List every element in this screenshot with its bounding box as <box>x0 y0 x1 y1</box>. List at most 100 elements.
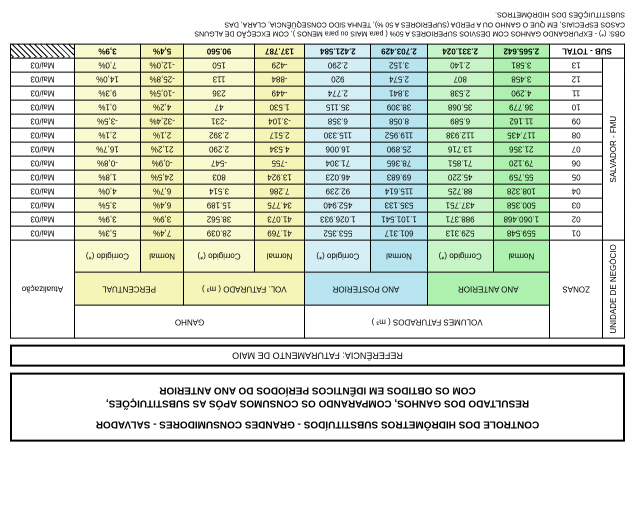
header-corrigido-2: Corrigido (*) <box>305 240 371 273</box>
cell-pc_n: 3,9% <box>141 212 184 226</box>
footnote-line2: CASOS ESPECIAIS, EM QUE O GANHO OU A PER… <box>10 19 625 28</box>
cell-aa_c: 988.371 <box>427 212 493 226</box>
cell-aa_c: 45.220 <box>427 170 493 184</box>
cell-pc_n: -32,4% <box>141 114 184 128</box>
table-row: 03500.358437.751535.133452.94034.77515.1… <box>11 198 625 212</box>
cell-ap_n: 3.841 <box>371 86 427 100</box>
table-row: 133.5812.1403.1522.290-429150-12,0%7,0%M… <box>11 58 625 72</box>
cell-vf_c: 803 <box>184 170 255 184</box>
cell-pc_n: 24,5% <box>141 170 184 184</box>
cell-ap_n: 535.133 <box>371 198 427 212</box>
table-row: 0555.75945.22069.68346.02313.92480324,5%… <box>11 170 625 184</box>
unidade-cell: SALVADOR - FMU <box>603 58 625 240</box>
cell-vf_c: 15.189 <box>184 198 255 212</box>
cell-aa_n: 11.162 <box>493 114 549 128</box>
cell-aa_c: 71.851 <box>427 156 493 170</box>
cell-ap_c: 1.026.933 <box>305 212 371 226</box>
cell-pc_c: 3,9% <box>74 212 140 226</box>
cell-vf_n: -429 <box>254 58 305 72</box>
cell-zona: 01 <box>549 226 602 240</box>
table-row: 021.060.468988.3711.101.5411.026.93341.0… <box>11 212 625 226</box>
cell-vf_c: 38.562 <box>184 212 255 226</box>
cell-vf_n: -449 <box>254 86 305 100</box>
cell-aa_n: 1.060.468 <box>493 212 549 226</box>
cell-zona: 08 <box>549 128 602 142</box>
cell-at: Mai/03 <box>11 86 75 100</box>
cell-vf_c: 150 <box>184 58 255 72</box>
cell-aa_n: 108.328 <box>493 184 549 198</box>
header-normal-1: Normal <box>493 240 549 273</box>
reference-box: REFERÊNCIA: FATURAMENTO DE MAIO <box>10 345 625 367</box>
cell-ap_n: 115.614 <box>371 184 427 198</box>
cell-aa_n: 117.435 <box>493 128 549 142</box>
table-row: 1036.77935.06838.30935.1151.530474,2%0,1… <box>11 100 625 114</box>
cell-pc_c: -0,8% <box>74 156 140 170</box>
cell-pc_c: 7,0% <box>74 58 140 72</box>
cell-ap_c: 71.304 <box>305 156 371 170</box>
table-row: 0721.35613.71625.89016.0064.5342.29021,2… <box>11 142 625 156</box>
cell-vf_n: 41.769 <box>254 226 305 240</box>
cell-pc_n: -25,8% <box>141 72 184 86</box>
cell-at: Mai/03 <box>11 156 75 170</box>
cell-ap_n: 69.683 <box>371 170 427 184</box>
subtotal-aa-c: 2.331.024 <box>427 44 493 58</box>
cell-pc_n: 7,4% <box>141 226 184 240</box>
cell-vf_c: 28.039 <box>184 226 255 240</box>
cell-pc_n: 6,4% <box>141 198 184 212</box>
header-row-3: Normal Corrigido (*) Normal Corrigido (*… <box>11 240 625 273</box>
header-normal-2: Normal <box>371 240 427 273</box>
cell-pc_n: -10,5% <box>141 86 184 100</box>
cell-vf_c: 3.514 <box>184 184 255 198</box>
cell-ap_n: 78.365 <box>371 156 427 170</box>
cell-vf_n: 1.530 <box>254 100 305 114</box>
cell-zona: 03 <box>549 198 602 212</box>
cell-zona: 05 <box>549 170 602 184</box>
cell-ap_c: 46.023 <box>305 170 371 184</box>
header-volumes: VOLUMES FATURADOS ( m³ ) <box>305 305 550 338</box>
cell-pc_c: 16,7% <box>74 142 140 156</box>
cell-aa_n: 55.759 <box>493 170 549 184</box>
cell-pc_c: 2,1% <box>74 128 140 142</box>
cell-aa_c: 112.938 <box>427 128 493 142</box>
cell-at: Mai/03 <box>11 58 75 72</box>
cell-ap_c: 452.940 <box>305 198 371 212</box>
cell-at: Mai/03 <box>11 226 75 240</box>
header-zonas: ZONAS <box>549 240 602 338</box>
cell-ap_c: 553.352 <box>305 226 371 240</box>
cell-pc_c: 1,8% <box>74 170 140 184</box>
subtotal-aa-n: 2.565.642 <box>493 44 549 58</box>
cell-aa_n: 21.356 <box>493 142 549 156</box>
cell-ap_n: 38.309 <box>371 100 427 114</box>
cell-pc_n: -0,9% <box>141 156 184 170</box>
cell-vf_c: 236 <box>184 86 255 100</box>
subtotal-vf-n: 137.787 <box>254 44 305 58</box>
cell-aa_c: 2.140 <box>427 58 493 72</box>
cell-ap_c: 2.290 <box>305 58 371 72</box>
cell-ap_n: 119.952 <box>371 128 427 142</box>
footnote: OBS: (*) - EXPURGANDO GANHOS COM DESVIOS… <box>10 10 625 37</box>
cell-zona: 02 <box>549 212 602 226</box>
cell-aa_n: 36.779 <box>493 100 549 114</box>
cell-pc_n: 21,2% <box>141 142 184 156</box>
table-row: SALVADOR - FMU01559.548529.313601.317553… <box>11 226 625 240</box>
cell-aa_c: 437.751 <box>427 198 493 212</box>
cell-zona: 11 <box>549 86 602 100</box>
title-line2: RESULTADO DOS GANHOS, COMPARANDO OS CONS… <box>20 398 615 409</box>
header-corrigido-1: Corrigido (*) <box>427 240 493 273</box>
cell-pc_n: 2,1% <box>141 128 184 142</box>
table-row: 08117.435112.938119.952115.3302.5172.392… <box>11 128 625 142</box>
cell-vf_n: 2.517 <box>254 128 305 142</box>
cell-at: Mai/03 <box>11 114 75 128</box>
cell-ap_n: 1.101.541 <box>371 212 427 226</box>
cell-zona: 12 <box>549 72 602 86</box>
table-row: 114.2902.5383.8412.774-449236-10,5%9,3%M… <box>11 86 625 100</box>
cell-ap_n: 601.317 <box>371 226 427 240</box>
cell-vf_n: -755 <box>254 156 305 170</box>
cell-ap_c: 16.006 <box>305 142 371 156</box>
cell-aa_n: 3.458 <box>493 72 549 86</box>
cell-vf_n: 13.924 <box>254 170 305 184</box>
cell-ap_n: 2.574 <box>371 72 427 86</box>
cell-aa_n: 559.548 <box>493 226 549 240</box>
table-row: 0911.1626.5898.0586.358-3.104-231-32,4%-… <box>11 114 625 128</box>
cell-aa_n: 4.290 <box>493 86 549 100</box>
